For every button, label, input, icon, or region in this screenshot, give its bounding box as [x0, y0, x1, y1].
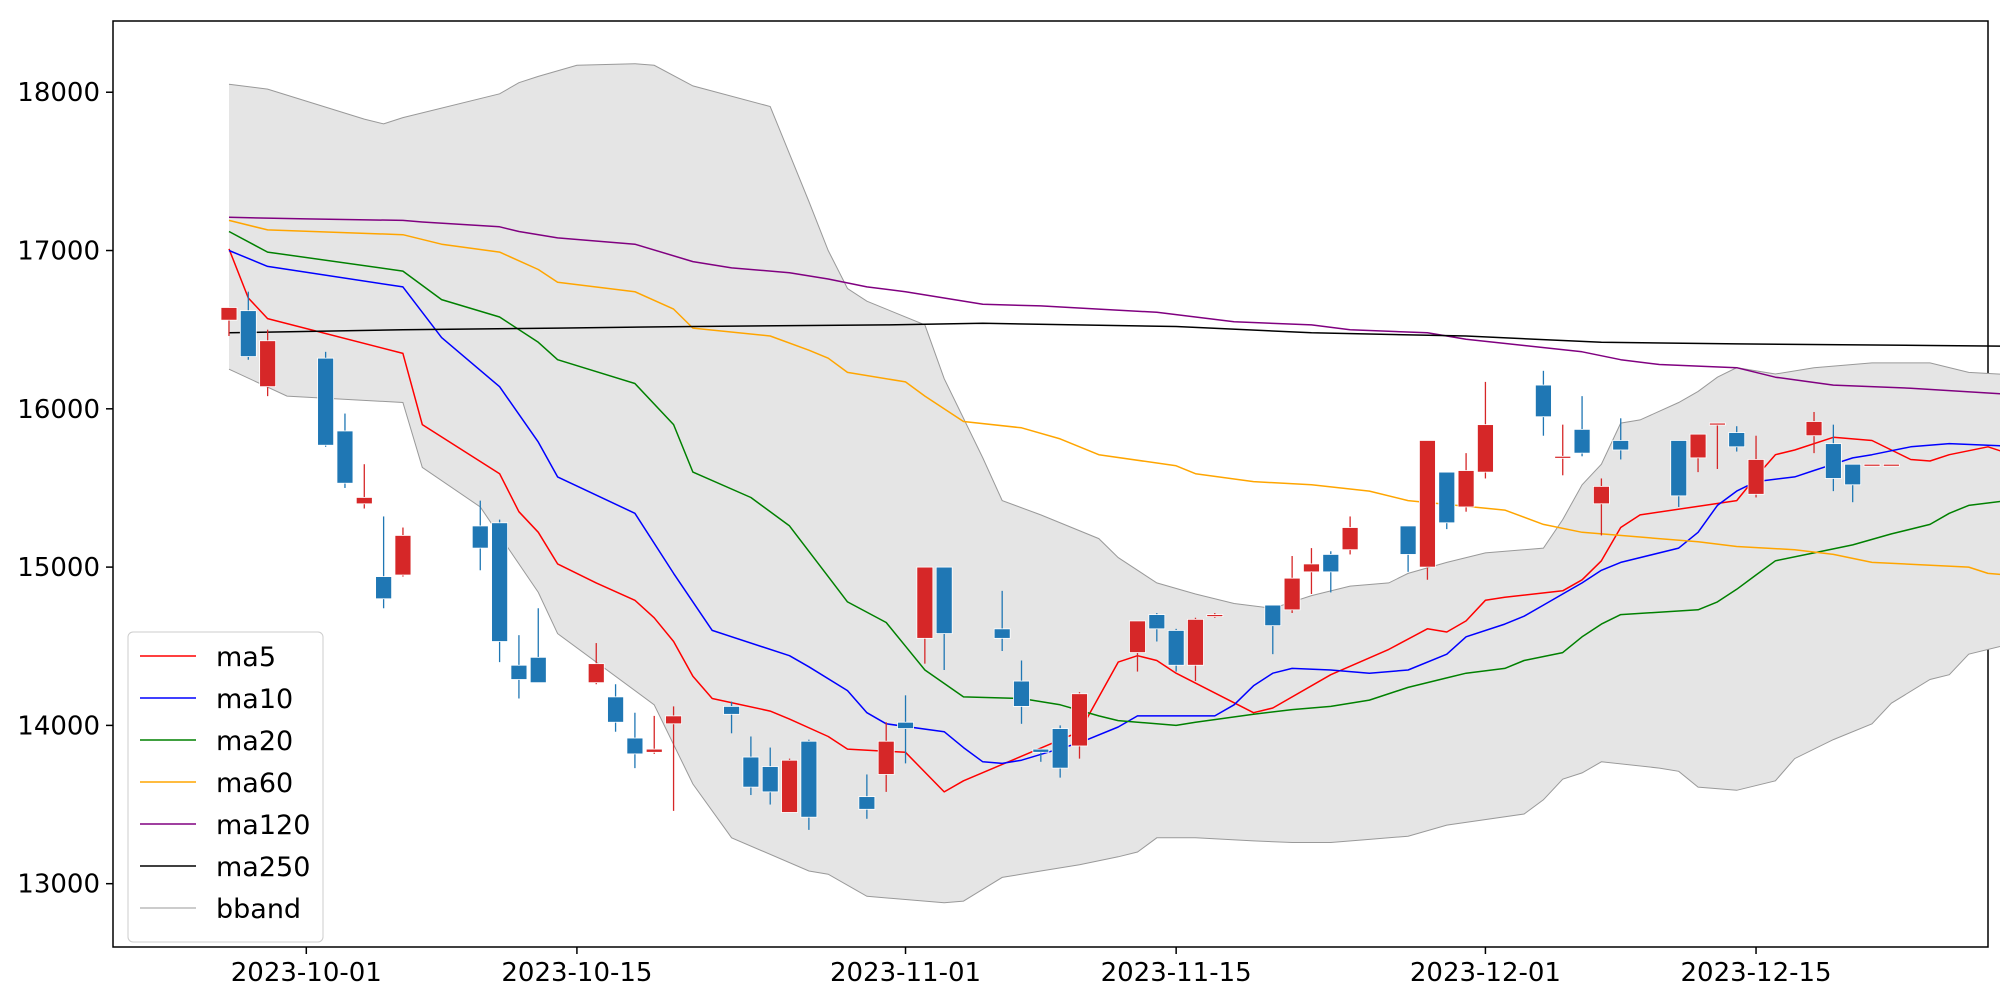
x-tick-label: 2023-10-15: [501, 958, 652, 988]
candle-body: [1322, 554, 1340, 573]
candle-body: [916, 566, 934, 639]
candle-body: [1863, 463, 1881, 467]
moving-average-lines: [228, 216, 2000, 793]
x-tick-label: 2023-10-01: [231, 958, 382, 988]
candle-body: [220, 307, 238, 321]
candle-body: [1283, 577, 1301, 611]
candle-body: [587, 663, 605, 684]
y-tick-label: 13000: [17, 870, 100, 900]
candle-body: [375, 576, 393, 600]
candles: [220, 291, 1900, 830]
bband-fill: [229, 63, 2000, 903]
candle-body: [800, 740, 818, 818]
candle-body: [394, 535, 412, 576]
legend-label: ma120: [216, 810, 310, 841]
legend-label: ma250: [216, 852, 310, 883]
candle-body: [742, 756, 760, 788]
bband-upper: [228, 63, 2000, 609]
candle-body: [1071, 693, 1088, 747]
candle-body: [761, 766, 779, 793]
candle-body: [1341, 527, 1359, 551]
candle-body: [491, 522, 508, 642]
ma60-line: [228, 219, 2000, 576]
candle-body: [1728, 432, 1746, 448]
candle-body: [1399, 525, 1417, 555]
candle-body: [607, 696, 624, 723]
candle-body: [1032, 748, 1050, 753]
candle-body: [1844, 463, 1862, 486]
candle-body: [665, 715, 682, 725]
legend-label: ma5: [216, 642, 276, 673]
ma5-line: [228, 248, 2000, 793]
candle-body: [877, 740, 895, 775]
candle-body: [1167, 630, 1185, 666]
legend-box: [127, 631, 324, 943]
candle-body: [1303, 563, 1320, 573]
y-tick-label: 14000: [17, 711, 100, 741]
y-tick-label: 15000: [17, 553, 100, 583]
candle-body: [897, 721, 914, 729]
axes: 13000 14000 15000 16000 17000 18000 2023-10-01…: [17, 78, 1831, 988]
y-tick-label: 17000: [17, 237, 100, 267]
candle-body: [317, 357, 335, 446]
candle-body: [239, 310, 257, 357]
candle-body: [645, 748, 663, 753]
candle-body: [1689, 433, 1707, 459]
legend: ma5 ma10 ma20 ma60 ma120 ma250 bband: [127, 631, 324, 943]
candle-body: [1438, 471, 1456, 524]
candle-body: [1593, 485, 1610, 505]
candle-body: [1573, 428, 1591, 454]
candle-body: [1535, 384, 1552, 418]
candle-body: [1708, 422, 1726, 426]
candle-body: [1612, 440, 1630, 451]
legend-label: ma60: [216, 768, 293, 799]
candle-body: [1206, 614, 1224, 617]
candle-body: [336, 430, 354, 484]
x-tick-label: 2023-12-15: [1680, 958, 1831, 988]
candle-body: [858, 796, 876, 810]
legend-label: ma20: [216, 726, 293, 757]
candle-body: [471, 525, 489, 549]
y-tick-label: 18000: [17, 78, 100, 108]
x-tick-label: 2023-11-01: [830, 958, 981, 988]
candle-body: [1129, 620, 1146, 653]
candle-body: [1419, 440, 1436, 568]
x-tick-label: 2023-12-01: [1410, 958, 1561, 988]
candle-body: [1824, 443, 1842, 479]
candle-body: [1477, 424, 1494, 473]
candle-body: [1148, 614, 1166, 630]
candle-body: [626, 737, 644, 755]
candle-body: [1882, 463, 1900, 467]
candle-body: [529, 656, 547, 684]
legend-label: bband: [216, 894, 301, 925]
candle-body: [355, 497, 373, 505]
ma250-line: [228, 322, 2000, 347]
candle-body: [1457, 470, 1475, 508]
candle-body: [259, 340, 277, 388]
legend-label: ma10: [216, 684, 293, 715]
candle-body: [1013, 680, 1030, 707]
candle-body: [1554, 455, 1572, 459]
candle-body: [993, 628, 1011, 639]
bollinger-band: [228, 63, 2000, 904]
candle-body: [1670, 440, 1688, 497]
candle-body: [1805, 421, 1823, 437]
ma20-line: [228, 230, 2000, 727]
candle-body: [1264, 604, 1282, 627]
y-tick-label: 16000: [17, 395, 100, 425]
candle-body: [781, 759, 798, 813]
candle-body: [1747, 459, 1765, 495]
x-tick-label: 2023-11-15: [1101, 958, 1252, 988]
ma120-line: [228, 216, 2000, 395]
candle-body: [510, 664, 528, 680]
candle-body: [1051, 728, 1069, 769]
candle-body: [723, 705, 740, 715]
candle-body: [1187, 618, 1204, 666]
bband-lower: [228, 368, 2000, 904]
candle-body: [935, 566, 953, 634]
